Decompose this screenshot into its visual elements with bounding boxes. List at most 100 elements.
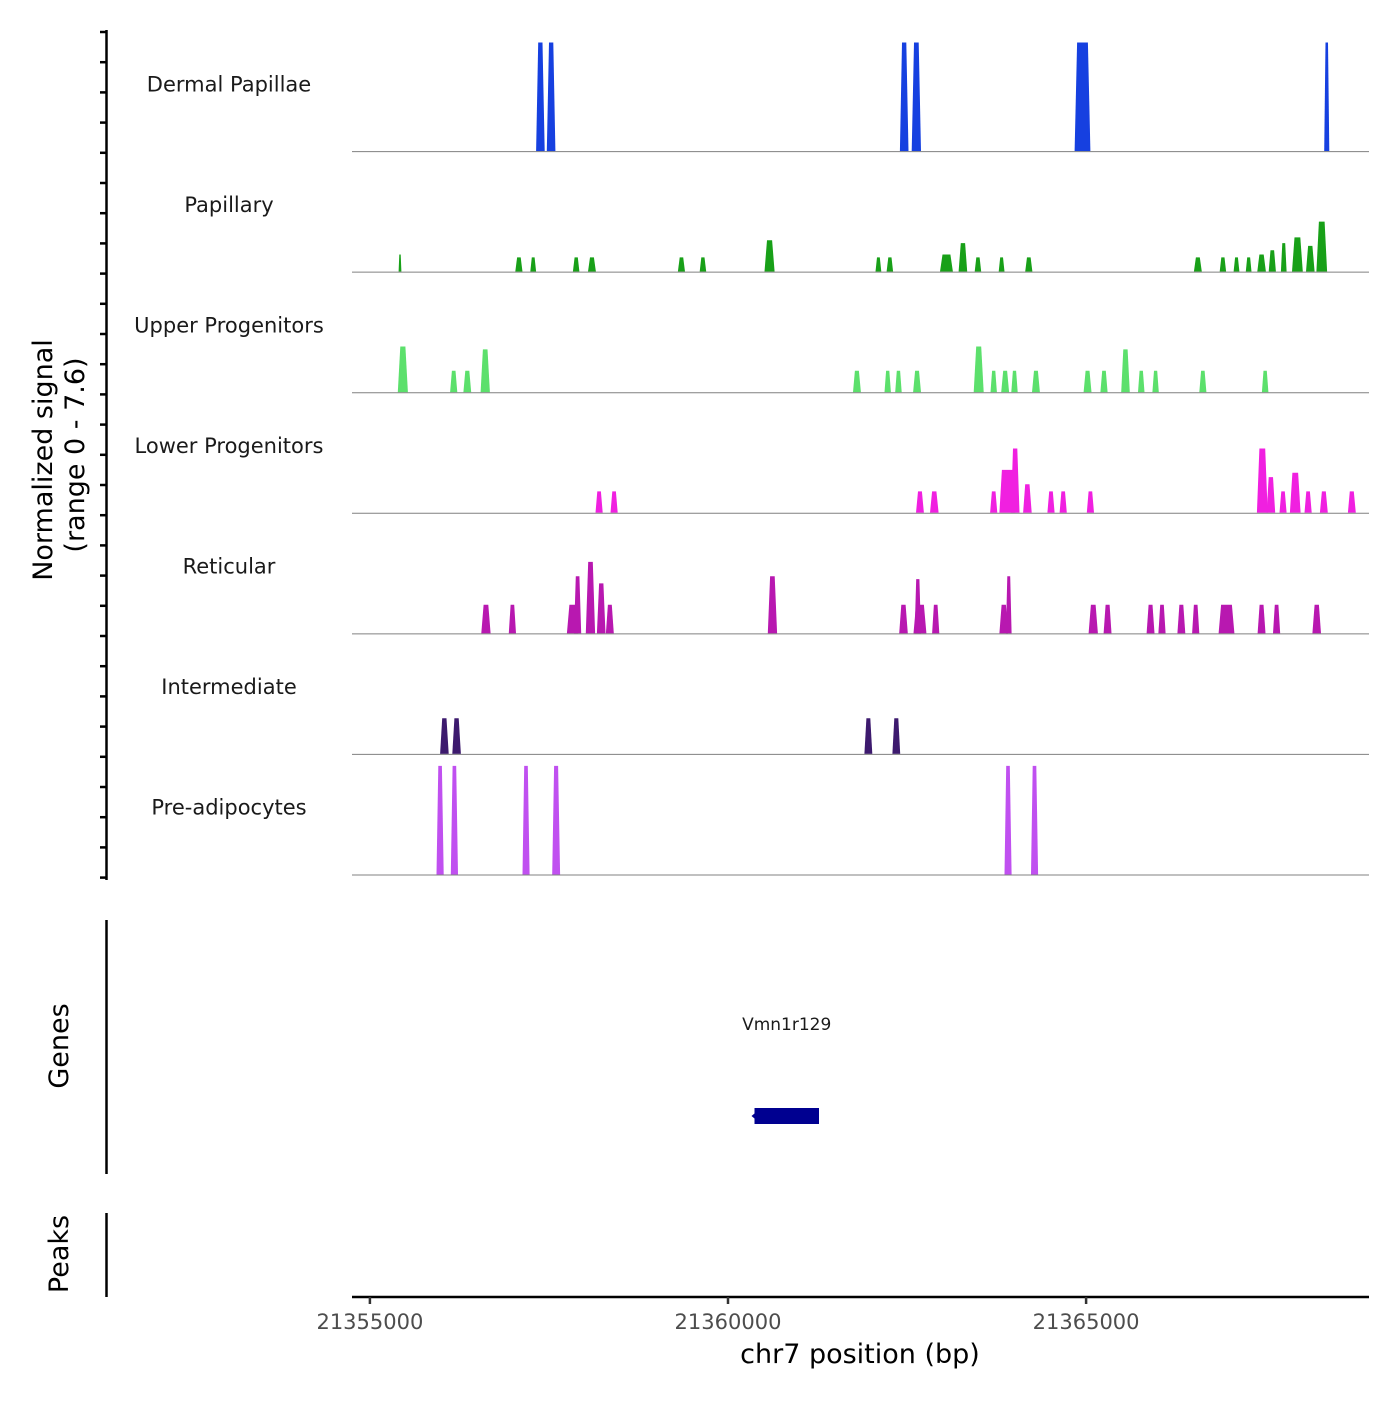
signal-peak (480, 349, 490, 393)
signal-peak (1100, 370, 1108, 393)
signal-peak (892, 718, 901, 754)
signal-peak (1257, 254, 1266, 272)
signal-peak (1279, 491, 1287, 513)
signal-peak (899, 42, 909, 152)
signal-peak (1138, 370, 1145, 393)
signal-peak (990, 491, 998, 513)
signal-peak (440, 718, 449, 754)
signal-peak (588, 257, 596, 272)
track-intermediate: Intermediate (161, 675, 1369, 755)
signal-peak (853, 370, 861, 393)
signal-peak (999, 469, 1016, 513)
signal-peak (1245, 257, 1252, 272)
track-label: Papillary (184, 193, 273, 217)
signal-axis-title: Normalized signal (range 0 - 7.6) (28, 339, 91, 581)
track-pre-adipocytes: Pre-adipocytes (151, 765, 1369, 876)
signal-axis-title-line2: (range 0 - 7.6) (60, 357, 91, 552)
signal-peak (1032, 370, 1040, 393)
signal-peak (1074, 42, 1091, 152)
signal-peak (1152, 370, 1159, 393)
signal-peak (1083, 370, 1092, 393)
genes-track: Vmn1r129 (742, 1015, 831, 1124)
signal-peak (1268, 250, 1276, 272)
signal-peak (1004, 765, 1012, 875)
signal-peak (481, 604, 491, 634)
x-axis-title: chr7 position (bp) (740, 1339, 980, 1370)
signal-peak (1088, 604, 1098, 634)
signal-peak (1261, 370, 1269, 393)
signal-peak (546, 42, 556, 152)
signal-peak (1047, 491, 1055, 513)
gene-strand-arrow (751, 1111, 758, 1121)
track-label: Pre-adipocytes (151, 796, 306, 820)
signal-peak (1292, 237, 1303, 272)
signal-peak (450, 370, 458, 393)
signal-peak (1304, 491, 1312, 513)
signal-peak (913, 370, 921, 393)
signal-peak (1218, 604, 1235, 634)
signal-peak (1086, 491, 1094, 513)
signal-peak (764, 240, 775, 272)
signal-peak (1257, 604, 1266, 634)
signal-peak (886, 257, 894, 272)
signal-peak (1005, 576, 1012, 634)
x-axis-ticks: 21355000 21360000 21365000 (316, 1297, 1140, 1334)
signal-peak (522, 765, 530, 875)
signal-peak (463, 370, 472, 393)
signal-peak (875, 257, 882, 272)
signal-peak (864, 718, 873, 754)
signal-peak (605, 604, 614, 634)
signal-peak (990, 370, 997, 393)
signal-peak (1280, 243, 1287, 272)
peaks-axis-title: Peaks (44, 1215, 75, 1293)
x-axis-tick-label: 21355000 (316, 1310, 423, 1334)
signal-peak (914, 579, 921, 634)
signal-peak (973, 346, 984, 393)
signal-peak (450, 765, 458, 875)
track-label: Intermediate (161, 675, 297, 699)
signal-peak (397, 346, 408, 393)
signal-peak (1177, 604, 1186, 634)
track-papillary: Papillary (184, 193, 1369, 273)
signal-peak (974, 257, 982, 272)
signal-peak (452, 718, 461, 754)
signal-peak (595, 491, 603, 513)
signal-peak (895, 370, 902, 393)
signal-peak (1347, 491, 1356, 513)
signal-peak (585, 561, 596, 634)
signal-peak (1256, 448, 1268, 513)
signal-axis-ticks (100, 30, 106, 879)
signal-peak (1192, 604, 1200, 634)
signal-peak (508, 604, 516, 634)
signal-peak (1001, 370, 1010, 393)
signal-peak (1324, 42, 1330, 152)
signal-peak (1199, 370, 1207, 393)
signal-peak (515, 257, 523, 272)
signal-peak (932, 604, 940, 634)
signal-peak (911, 42, 921, 152)
signal-peak (1266, 477, 1276, 513)
signal-peak (610, 491, 618, 513)
signal-peak (1025, 257, 1033, 272)
signal-peak (530, 257, 537, 272)
signal-peak (1011, 370, 1018, 393)
track-label: Lower Progenitors (135, 434, 324, 458)
signal-peak (1273, 604, 1281, 634)
signal-peak (1031, 765, 1039, 875)
x-axis-tick-label: 21360000 (675, 1310, 782, 1334)
signal-peak (699, 257, 707, 272)
signal-peak (572, 257, 580, 272)
signal-peak (940, 254, 953, 272)
signal-tracks: Dermal Papillae Papillary Upper Progenitor… (134, 42, 1369, 876)
signal-peak (884, 370, 891, 393)
signal-peak (1289, 472, 1301, 513)
signal-peak (930, 491, 939, 513)
signal-peak (574, 576, 582, 634)
track-dermal-papillae: Dermal Papillae (147, 42, 1369, 153)
signal-peak (1010, 448, 1020, 513)
gene-body (754, 1108, 819, 1124)
signal-peak (899, 604, 908, 634)
signal-peak (552, 765, 561, 875)
signal-peak (1316, 221, 1328, 272)
signal-peak (596, 583, 606, 634)
